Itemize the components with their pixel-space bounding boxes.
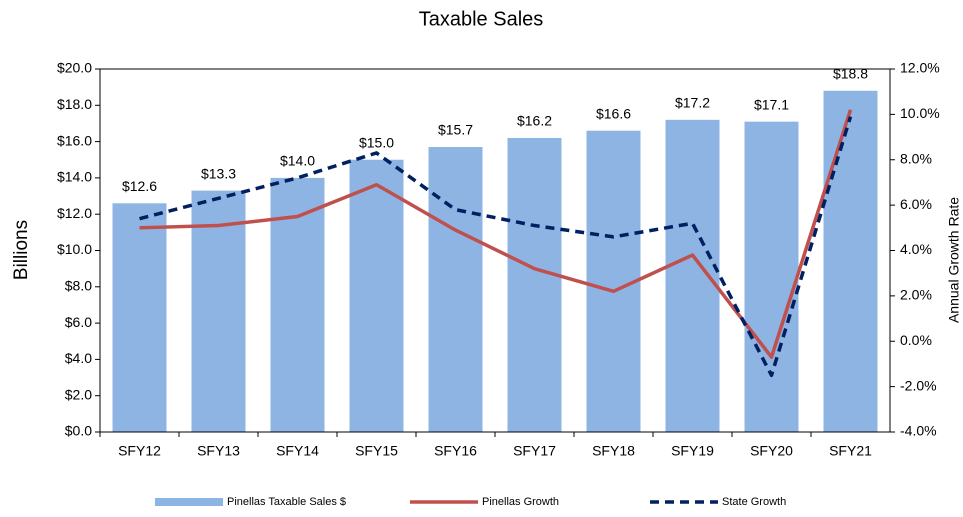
bar bbox=[191, 190, 246, 432]
y2-tick-label: -2.0% bbox=[900, 377, 937, 393]
bar-value-label: $15.7 bbox=[438, 122, 473, 138]
line-series bbox=[139, 109, 853, 359]
legend-label: Pinellas Taxable Sales $ bbox=[227, 496, 346, 508]
line-series bbox=[139, 116, 853, 378]
x-tick-label: SFY19 bbox=[671, 443, 714, 459]
bar-value-label: $14.0 bbox=[280, 153, 315, 169]
y-tick-label: $8.0 bbox=[65, 278, 92, 294]
legend-swatch bbox=[155, 498, 223, 506]
bar-value-label: $13.3 bbox=[201, 165, 236, 181]
y2-tick-label: 6.0% bbox=[900, 196, 932, 212]
y-tick-label: $10.0 bbox=[57, 241, 92, 257]
bar-value-label: $16.6 bbox=[596, 105, 631, 121]
y2-tick-label: -4.0% bbox=[900, 423, 937, 439]
bar-value-label: $15.0 bbox=[359, 134, 394, 150]
x-tick-label: SFY18 bbox=[592, 443, 635, 459]
bar-value-label: $18.8 bbox=[833, 65, 868, 81]
x-tick-label: SFY12 bbox=[118, 443, 161, 459]
x-tick-label: SFY17 bbox=[513, 443, 556, 459]
bar bbox=[823, 90, 878, 432]
y2-tick-label: 4.0% bbox=[900, 241, 932, 257]
bar bbox=[112, 203, 167, 432]
y-tick-label: $12.0 bbox=[57, 205, 92, 221]
y-tick-label: $6.0 bbox=[65, 314, 92, 330]
y2-tick-label: 0.0% bbox=[900, 332, 932, 348]
y-tick-label: $16.0 bbox=[57, 132, 92, 148]
bar-value-label: $16.2 bbox=[517, 113, 552, 129]
y2-tick-label: 10.0% bbox=[900, 105, 940, 121]
bar bbox=[507, 137, 562, 432]
x-tick-label: SFY16 bbox=[434, 443, 477, 459]
y2-tick-label: 2.0% bbox=[900, 287, 932, 303]
y2-axis-label: Annual Growth Rate bbox=[946, 197, 962, 323]
y-tick-label: $20.0 bbox=[57, 60, 92, 76]
legend-label: Pinellas Growth bbox=[482, 496, 559, 508]
x-tick-label: SFY13 bbox=[197, 443, 240, 459]
bar bbox=[349, 159, 404, 432]
x-tick-label: SFY14 bbox=[276, 443, 319, 459]
y-tick-label: $4.0 bbox=[65, 350, 92, 366]
y-axis-label: Billions bbox=[11, 220, 32, 280]
y-tick-label: $18.0 bbox=[57, 96, 92, 112]
x-tick-label: SFY15 bbox=[355, 443, 398, 459]
y2-tick-label: 8.0% bbox=[900, 150, 932, 166]
x-tick-label: SFY21 bbox=[829, 443, 872, 459]
bar bbox=[744, 121, 799, 432]
bar-value-label: $12.6 bbox=[122, 178, 157, 194]
bar-value-label: $17.1 bbox=[754, 96, 789, 112]
y2-tick-label: 12.0% bbox=[900, 60, 940, 76]
bar-value-label: $17.2 bbox=[675, 95, 710, 111]
y-tick-label: $0.0 bbox=[65, 423, 92, 439]
y-tick-label: $14.0 bbox=[57, 169, 92, 185]
x-tick-label: SFY20 bbox=[750, 443, 793, 459]
bar bbox=[428, 147, 483, 433]
chart-title: Taxable Sales bbox=[419, 8, 544, 30]
legend-label: State Growth bbox=[722, 496, 786, 508]
bar bbox=[665, 119, 720, 432]
y-tick-label: $2.0 bbox=[65, 386, 92, 402]
plot-frame bbox=[99, 68, 891, 433]
